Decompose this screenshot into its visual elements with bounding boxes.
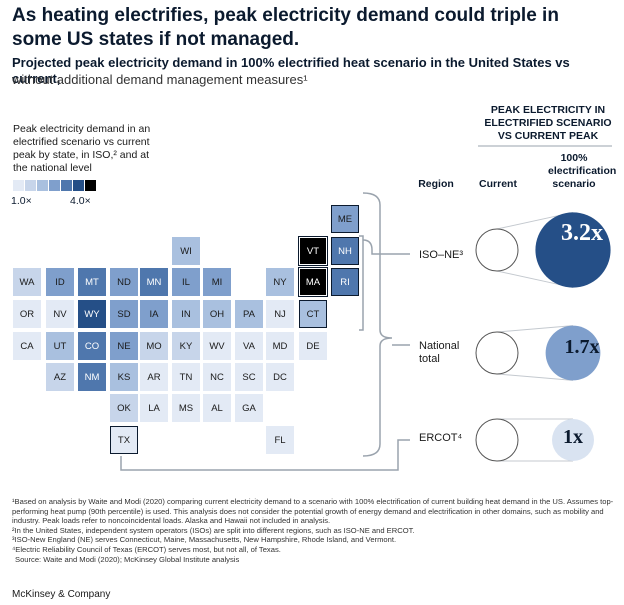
state-tile-mi: MI: [203, 268, 231, 296]
footnote-4: ⁴Electric Reliability Council of Texas (…: [12, 544, 281, 554]
state-tile-me: ME: [331, 205, 359, 233]
state-tile-va: VA: [235, 332, 263, 360]
state-tile-ia: IA: [140, 300, 168, 328]
state-tile-vt: VT: [298, 236, 328, 266]
state-tile-wy: WY: [78, 300, 106, 328]
state-tile-il: IL: [172, 268, 200, 296]
state-tile-sd: SD: [110, 300, 138, 328]
legend-max-label: 4.0×: [70, 195, 91, 207]
state-tile-nj: NJ: [266, 300, 294, 328]
legend-swatch: [61, 180, 72, 191]
chart-subtitle: Projected peak electricity demand in 100…: [12, 55, 570, 86]
current-bubble: [475, 331, 519, 375]
state-tile-ky: KY: [172, 332, 200, 360]
iso-ne-connector: [362, 239, 410, 255]
state-tile-sc: SC: [235, 363, 263, 391]
state-tile-fl: FL: [266, 426, 294, 454]
state-tile-mo: MO: [140, 332, 168, 360]
state-tile-wa: WA: [13, 268, 41, 296]
iso-ne-bracket: [359, 235, 364, 331]
ercot-connector: [120, 439, 410, 471]
state-tile-wi: WI: [172, 237, 200, 265]
bubble-value-ercot: 1x: [563, 426, 583, 448]
state-tile-co: CO: [78, 332, 106, 360]
state-tile-nv: NV: [46, 300, 74, 328]
state-tile-ut: UT: [46, 332, 74, 360]
state-tile-ok: OK: [110, 394, 138, 422]
footnote-1: ¹Based on analysis by Waite and Modi (20…: [12, 497, 614, 526]
state-tile-oh: OH: [203, 300, 231, 328]
funnel-line-bottom: [496, 373, 574, 381]
state-tile-pa: PA: [235, 300, 263, 328]
current-column-header: Current: [479, 178, 517, 190]
state-tile-mt: MT: [78, 268, 106, 296]
state-tile-az: AZ: [46, 363, 74, 391]
legend-min-label: 1.0×: [11, 195, 32, 207]
state-tile-md: MD: [266, 332, 294, 360]
scenario-column-header: 100% electrification scenario: [548, 152, 617, 190]
state-tile-ms: MS: [172, 394, 200, 422]
region-column-header: Region: [418, 178, 454, 190]
color-scale-legend: [13, 180, 97, 191]
footnotes: ¹Based on analysis by Waite and Modi (20…: [12, 497, 617, 564]
state-tile-la: LA: [140, 394, 168, 422]
state-tile-nm: NM: [78, 363, 106, 391]
state-tile-dc: DC: [266, 363, 294, 391]
region-label-ercot: ERCOT⁴: [419, 432, 463, 444]
state-tile-ne: NE: [110, 332, 138, 360]
region-label-national: National total: [419, 340, 460, 365]
state-tile-in: IN: [172, 300, 200, 328]
funnel-line-top: [496, 325, 574, 333]
scenario-bubble: [552, 419, 594, 461]
legend-swatch: [13, 180, 24, 191]
state-tile-al: AL: [203, 394, 231, 422]
state-tile-nc: NC: [203, 363, 231, 391]
state-tile-ga: GA: [235, 394, 263, 422]
state-tile-ny: NY: [266, 268, 294, 296]
legend-swatch: [85, 180, 96, 191]
legend-swatch: [37, 180, 48, 191]
page-title: As heating electrifies, peak electricity…: [12, 5, 559, 50]
region-label-iso-ne: ISO–NE³: [419, 249, 464, 261]
state-tile-nd: ND: [110, 268, 138, 296]
state-tile-ks: KS: [110, 363, 138, 391]
current-bubble: [475, 228, 519, 272]
scenario-bubble: [535, 212, 611, 288]
current-bubble: [475, 418, 519, 462]
state-tile-tx: TX: [110, 426, 138, 454]
state-tile-ri: RI: [331, 268, 359, 296]
scenario-bubble: [545, 325, 601, 381]
footnote-3: ³ISO-New England (NE) serves Connecticut…: [12, 535, 397, 545]
footnote-source: Source: Waite and Modi (2020); McKinsey …: [15, 554, 240, 564]
state-tile-ct: CT: [299, 300, 327, 328]
state-tile-ca: CA: [13, 332, 41, 360]
state-tile-ma: MA: [298, 267, 328, 297]
bubble-value-national: 1.7x: [564, 336, 600, 358]
state-tile-or: OR: [13, 300, 41, 328]
brand-label: McKinsey & Company: [12, 589, 111, 600]
legend-swatch: [73, 180, 84, 191]
state-tile-mn: MN: [140, 268, 168, 296]
state-tile-id: ID: [46, 268, 74, 296]
bubble-value-iso-ne: 3.2x: [561, 220, 603, 246]
state-tile-ar: AR: [140, 363, 168, 391]
state-tile-de: DE: [299, 332, 327, 360]
chart-subtitle-continued: without additional demand management mea…: [12, 72, 308, 87]
national-bracket: [362, 192, 393, 457]
state-tile-nh: NH: [331, 237, 359, 265]
state-tile-wv: WV: [203, 332, 231, 360]
legend-swatch: [49, 180, 60, 191]
legend-swatch: [25, 180, 36, 191]
legend-description: Peak electricity demand in an electrifie…: [13, 123, 151, 174]
footnote-2: ²In the United States, independent syste…: [12, 525, 415, 535]
state-tile-tn: TN: [172, 363, 200, 391]
column-group-header: PEAK ELECTRICITY IN ELECTRIFIED SCENARIO…: [484, 104, 612, 142]
